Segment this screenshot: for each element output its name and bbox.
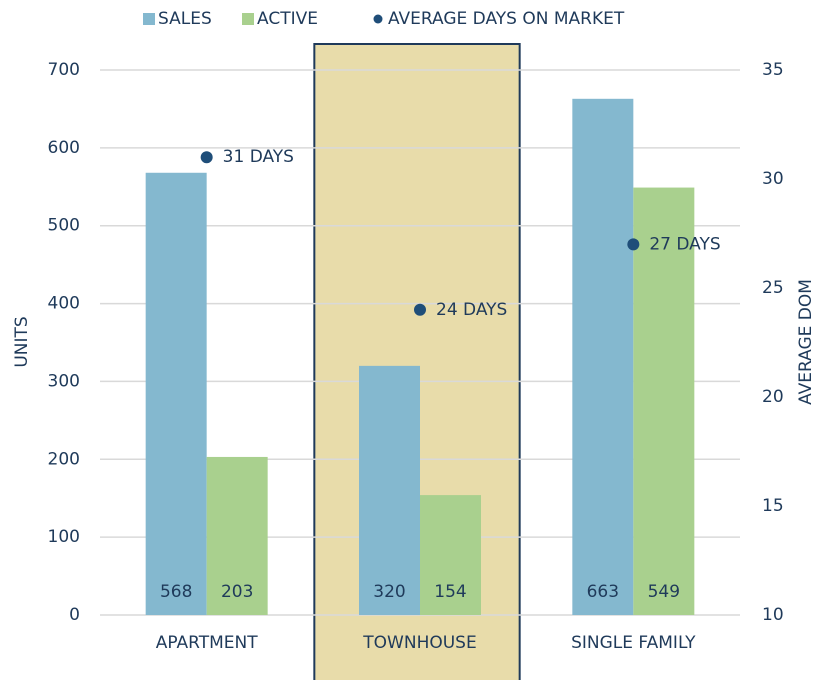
legend-swatch: [242, 13, 254, 25]
y2-tick-label: 15: [762, 496, 784, 516]
dom-label: 27 DAYS: [649, 234, 720, 254]
y-tick-label: 400: [48, 294, 80, 314]
x-tick-label: TOWNHOUSE: [362, 633, 476, 653]
y-tick-label: 200: [48, 449, 80, 469]
y2-tick-label: 20: [762, 387, 784, 407]
bar: [633, 187, 695, 616]
bar: [572, 98, 634, 616]
y2-tick-label: 35: [762, 60, 784, 80]
dom-label: 24 DAYS: [436, 300, 507, 320]
y2-tick-label: 30: [762, 169, 784, 189]
bar-value-label: 568: [160, 582, 192, 602]
bar-value-label: 203: [221, 582, 253, 602]
dom-label: 31 DAYS: [223, 147, 294, 167]
legend-swatch: [373, 14, 383, 24]
bar-value-label: 320: [373, 582, 405, 602]
dom-dot: [627, 238, 640, 251]
bar: [206, 456, 268, 615]
y2-tick-label: 25: [762, 278, 784, 298]
y-tick-label: 300: [48, 371, 80, 391]
dom-dot: [414, 303, 426, 316]
x-tick-label: SINGLE FAMILY: [571, 633, 696, 653]
y-tick-label: 500: [48, 216, 80, 236]
bar-value-label: 154: [434, 582, 466, 602]
y-axis-label: UNITS: [12, 316, 32, 367]
y-tick-label: 600: [48, 138, 80, 158]
bar: [420, 495, 481, 615]
y-tick-label: 0: [69, 605, 80, 625]
y-tick-label: 100: [48, 527, 80, 547]
legend-label: ACTIVE: [257, 9, 318, 29]
y-tick-label: 700: [48, 60, 80, 80]
bar-value-label: 549: [648, 582, 680, 602]
y2-tick-label: 10: [762, 605, 784, 625]
legend-label: SALES: [158, 9, 212, 29]
legend-swatch: [143, 13, 155, 25]
bar-value-label: 663: [587, 582, 619, 602]
y2-axis-label: AVERAGE DOM: [796, 279, 816, 405]
dom-dot: [200, 151, 213, 164]
x-tick-label: APARTMENT: [156, 633, 259, 653]
bar: [145, 172, 207, 615]
legend-label: AVERAGE DAYS ON MARKET: [388, 9, 625, 29]
bar: [359, 365, 420, 615]
